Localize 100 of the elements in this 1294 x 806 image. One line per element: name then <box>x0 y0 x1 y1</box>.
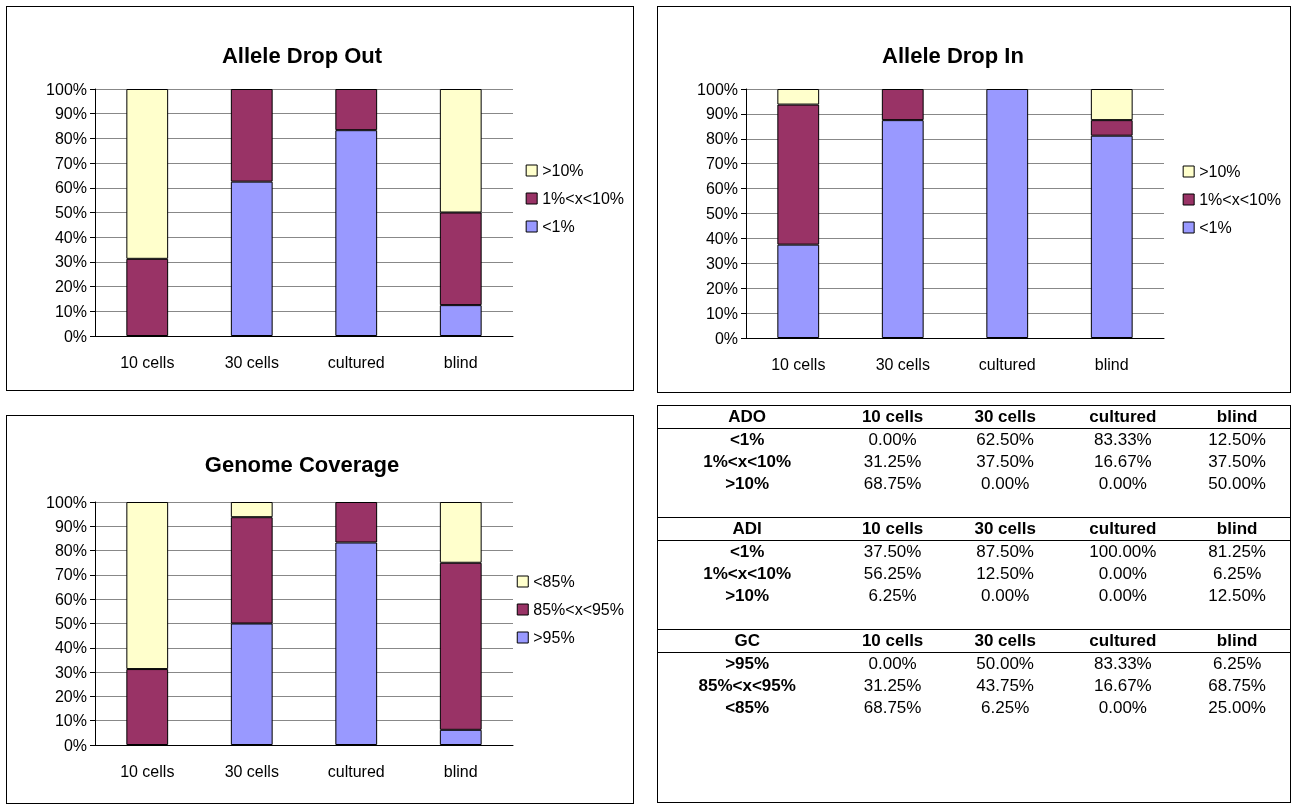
text: 0.00% <box>980 473 1031 495</box>
text: ADI <box>658 517 837 541</box>
y-tick-label: 40% <box>54 639 87 657</box>
text: >95% <box>724 653 771 675</box>
text: 6.25% <box>980 697 1031 719</box>
text: 6.25% <box>1212 653 1263 675</box>
legend-label: >10% <box>542 162 584 179</box>
text: 1%<x<10% <box>702 563 793 585</box>
legend-label: <1% <box>542 218 575 235</box>
text: 12.50% <box>1207 585 1267 607</box>
text: 12.50% <box>975 563 1035 585</box>
chart-title: Allele Drop In <box>882 42 1024 68</box>
legend-label: 85%<x<95% <box>533 601 624 618</box>
text: 62.50% <box>975 429 1035 451</box>
y-tick-label: 50% <box>54 615 87 632</box>
y-tick-label: 60% <box>54 179 87 197</box>
text: 10 cells <box>836 406 949 429</box>
text: 100.00% <box>1088 541 1158 563</box>
text: 81.25% <box>1207 541 1267 563</box>
text: 10 cells <box>836 629 949 653</box>
y-tick-label: 0% <box>714 329 738 347</box>
y-tick-label: 70% <box>705 155 738 173</box>
y-tick-label: 30% <box>54 253 87 271</box>
text: 6.25% <box>867 585 918 607</box>
text: 87.50% <box>975 541 1035 563</box>
text: 1%<x<10% <box>702 451 793 473</box>
text: 6.25% <box>1212 563 1263 585</box>
y-tick-label: 20% <box>54 278 87 296</box>
x-tick-label: cultured <box>978 355 1036 373</box>
text: ADO <box>658 406 837 429</box>
text: 0.00% <box>867 429 918 451</box>
x-tick-label: 10 cells <box>120 353 175 371</box>
legend-label: >10% <box>1199 163 1241 180</box>
text: blind <box>1184 629 1290 653</box>
y-tick-label: 20% <box>54 687 87 705</box>
text: 12.50% <box>1207 429 1267 451</box>
y-tick-label: 10% <box>705 304 738 322</box>
y-tick-label: 80% <box>54 129 87 147</box>
text: 68.75% <box>862 697 923 719</box>
y-tick-label: 50% <box>54 204 87 221</box>
y-tick-label: 40% <box>54 228 87 246</box>
text: 83.33% <box>1093 429 1153 451</box>
text: 30 cells <box>948 517 1062 541</box>
y-tick-label: 10% <box>54 302 87 320</box>
y-tick-label: 60% <box>54 590 87 608</box>
text: 0.00% <box>980 585 1031 607</box>
x-tick-label: 30 cells <box>224 353 279 371</box>
y-tick-label: 30% <box>705 254 738 272</box>
text: 68.75% <box>862 473 923 495</box>
text: cultured <box>1061 406 1185 429</box>
text: 85%<x<95% <box>697 675 797 697</box>
text: 25.00% <box>1207 697 1267 719</box>
legend-label: 1%<x<10% <box>542 190 625 207</box>
text: 68.75% <box>1207 675 1267 697</box>
text: cultured <box>1061 629 1185 653</box>
text: blind <box>1184 517 1290 541</box>
text: 30 cells <box>948 406 1062 429</box>
x-tick-label: blind <box>443 762 478 780</box>
x-tick-label: blind <box>443 353 478 371</box>
y-tick-label: 100% <box>46 493 87 511</box>
y-tick-label: 70% <box>54 154 87 172</box>
text: 37.50% <box>1207 451 1267 473</box>
x-tick-label: 10 cells <box>771 355 826 373</box>
text: >10% <box>724 473 771 495</box>
text: 43.75% <box>975 675 1035 697</box>
y-tick-label: 100% <box>46 80 87 98</box>
y-tick-label: 100% <box>697 80 738 98</box>
chart-title: Allele Drop Out <box>221 42 383 68</box>
text: 30 cells <box>948 629 1062 653</box>
text: 50.00% <box>1207 473 1267 495</box>
y-tick-label: 0% <box>63 736 87 754</box>
y-tick-label: 40% <box>705 229 738 247</box>
y-tick-label: 80% <box>54 542 87 560</box>
y-tick-label: 70% <box>54 566 87 584</box>
x-tick-label: cultured <box>327 762 385 780</box>
legend-label: >95% <box>533 629 575 646</box>
text: 56.25% <box>862 563 923 585</box>
legend-label: <85% <box>533 573 575 590</box>
text: cultured <box>1061 517 1185 541</box>
text: <85% <box>724 697 771 719</box>
text: >10% <box>724 585 771 607</box>
text: 0.00% <box>1097 697 1148 719</box>
legend-label: 1%<x<10% <box>1199 191 1282 208</box>
y-tick-label: 80% <box>705 130 738 148</box>
y-tick-label: 50% <box>705 205 738 222</box>
y-tick-label: 90% <box>54 517 87 535</box>
text: 37.50% <box>975 451 1035 473</box>
text: 16.67% <box>1093 451 1153 473</box>
legend-label: <1% <box>1199 219 1232 236</box>
y-tick-label: 20% <box>705 279 738 297</box>
x-tick-label: cultured <box>327 353 385 371</box>
text: <1% <box>728 541 766 563</box>
text: 37.50% <box>862 541 923 563</box>
x-tick-label: 30 cells <box>875 355 930 373</box>
x-tick-label: 10 cells <box>120 762 175 780</box>
text: 0.00% <box>1097 563 1148 585</box>
text: blind <box>1184 406 1290 429</box>
y-tick-label: 90% <box>705 105 738 123</box>
text: 50.00% <box>975 653 1035 675</box>
y-tick-label: 10% <box>54 712 87 730</box>
